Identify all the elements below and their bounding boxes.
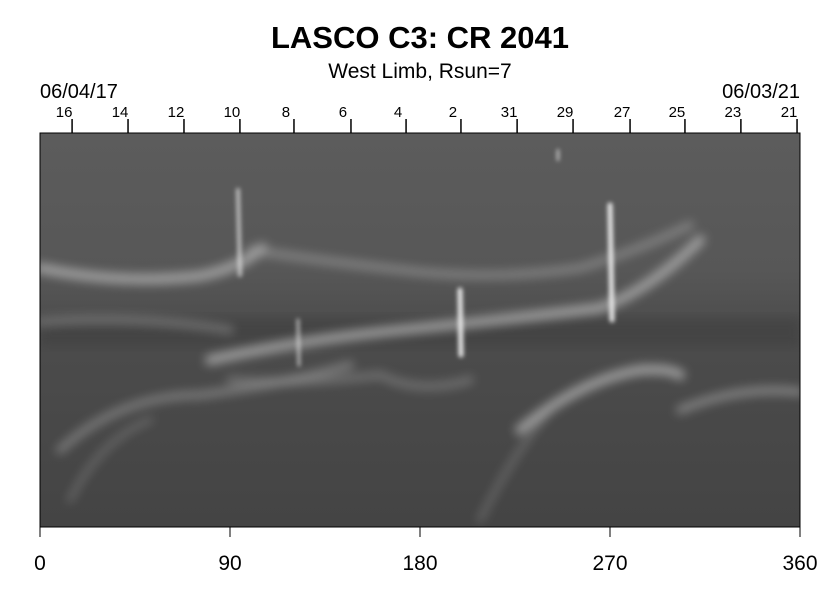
top-tick-label: 23	[725, 104, 742, 121]
top-tick-label: 4	[394, 104, 402, 121]
top-tick-label: 10	[224, 104, 241, 121]
x-tick-label: 0	[34, 552, 46, 575]
chart-title: LASCO C3: CR 2041	[271, 20, 569, 55]
top-tick-label: 8	[282, 104, 290, 121]
top-tick-label: 2	[449, 104, 457, 121]
end-date: 06/03/21	[722, 81, 800, 103]
x-tick-label: 90	[218, 552, 241, 575]
x-tick-label: 270	[592, 552, 627, 575]
top-tick-label: 16	[56, 104, 73, 121]
top-tick-label: 29	[557, 104, 574, 121]
x-tick-label: 360	[782, 552, 817, 575]
top-tick-label: 31	[501, 104, 518, 121]
synoptic-map	[40, 133, 800, 527]
x-tick-label: 180	[402, 552, 437, 575]
chart-subtitle: West Limb, Rsun=7	[328, 60, 511, 83]
top-tick-label: 25	[669, 104, 686, 121]
top-tick-label: 12	[168, 104, 185, 121]
top-tick-label: 6	[339, 104, 347, 121]
start-date: 06/04/17	[40, 81, 118, 103]
top-tick-label: 21	[781, 104, 798, 121]
top-tick-label: 14	[112, 104, 129, 121]
top-tick-label: 27	[614, 104, 631, 121]
